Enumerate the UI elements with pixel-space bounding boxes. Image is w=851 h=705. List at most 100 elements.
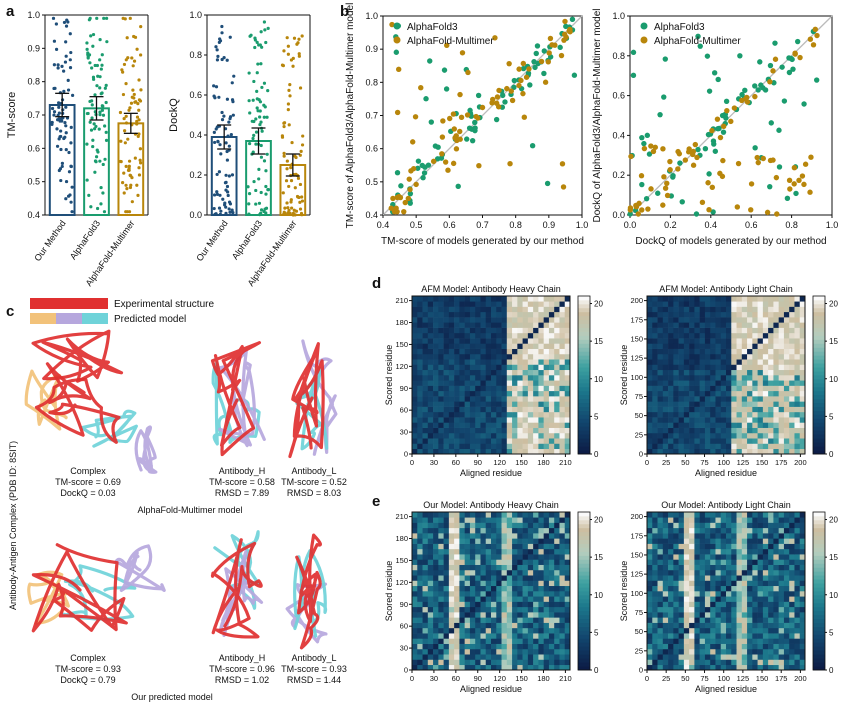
heatmap-cell	[657, 443, 664, 450]
multimer-point	[490, 96, 496, 103]
heatmap-cell	[564, 522, 571, 529]
heatmap-cell	[485, 633, 492, 639]
heatmap-cell	[752, 643, 758, 650]
heatmap-cell	[491, 338, 497, 344]
heatmap-cell	[762, 427, 769, 434]
heatmap-cell	[412, 606, 418, 613]
heatmap-cell	[533, 643, 539, 650]
heatmap-cell	[773, 538, 779, 544]
heatmap-cell	[433, 311, 439, 318]
heatmap-cell	[799, 580, 806, 587]
heatmap-cell	[778, 543, 785, 550]
heatmap-cell	[512, 643, 518, 650]
heatmap-cell	[668, 311, 674, 318]
heatmap-cell	[710, 417, 716, 423]
data-point	[68, 32, 72, 36]
heatmap-cell	[491, 564, 497, 571]
heatmap-cell	[443, 538, 450, 544]
heatmap-cell	[475, 538, 481, 544]
heatmap-cell	[715, 443, 722, 450]
heatmap-cell	[731, 353, 737, 360]
heatmap-cell	[527, 375, 534, 381]
heatmap-cell	[443, 522, 450, 529]
heatmap-cell	[517, 406, 523, 413]
row1-antibody-h-name: Antibody_H	[219, 466, 266, 476]
data-point	[258, 213, 262, 217]
heatmap-cell	[459, 543, 465, 550]
data-point	[58, 119, 62, 123]
heatmap-cell	[564, 338, 571, 344]
heatmap-cell	[469, 322, 476, 328]
heatmap-cell	[464, 517, 471, 523]
af3-point	[710, 209, 716, 215]
data-point	[298, 207, 303, 211]
heatmap-cell	[657, 427, 664, 434]
heatmap-cell	[454, 517, 460, 523]
heatmap-cell	[491, 411, 497, 418]
heatmap-cell	[720, 512, 727, 518]
heatmap-cell	[762, 533, 769, 539]
heatmap-cell	[501, 427, 508, 434]
heatmap-cell	[533, 596, 539, 602]
heatmap-cell	[485, 512, 492, 518]
heatmap-cell	[459, 554, 465, 560]
heatmap-cell	[412, 380, 418, 386]
heatmap-cell	[668, 375, 674, 381]
heatmap-cell	[720, 522, 727, 529]
heatmap-cell	[720, 432, 727, 439]
heatmap-cell	[522, 648, 529, 655]
heatmap-cell	[689, 380, 695, 386]
af3-point	[670, 174, 676, 180]
heatmap-cell	[438, 322, 444, 328]
heatmap-cell	[752, 401, 758, 407]
heatmap-cell	[647, 664, 653, 671]
heatmap-cell	[485, 538, 492, 544]
heatmap-cell	[469, 359, 476, 365]
heatmap-cell	[778, 332, 785, 339]
heatmap-cell	[427, 401, 434, 407]
heatmap-cell	[443, 317, 450, 323]
heatmap-cell	[715, 438, 722, 444]
heatmap-cell	[427, 306, 434, 313]
heatmap-cell	[564, 311, 571, 318]
heatmap-cell	[564, 559, 571, 565]
heatmap-cell	[726, 596, 732, 602]
heatmap-cell	[789, 522, 795, 529]
heatmap-cell	[799, 322, 806, 328]
heatmap-cell	[480, 543, 487, 550]
row2-complex-experimental-ribbon	[31, 543, 128, 633]
heatmap-cell	[417, 559, 423, 565]
heatmap-cell	[678, 380, 685, 386]
heatmap-cell	[448, 317, 455, 323]
heatmap-cell	[538, 512, 544, 518]
heatmap-cell	[469, 564, 476, 571]
af3-point	[499, 92, 506, 99]
heatmap-cell	[448, 654, 455, 660]
heatmap-cell	[512, 364, 518, 371]
heatmap-cell	[459, 301, 465, 307]
heatmap-cell	[689, 612, 695, 618]
heatmap-cell	[427, 427, 434, 434]
heatmap-cell	[538, 332, 544, 339]
heatmap-cell	[731, 301, 737, 307]
data-point	[136, 134, 140, 138]
heatmap-cell	[438, 327, 444, 334]
heatmap-cell	[757, 638, 764, 644]
heatmap-cell	[506, 306, 513, 313]
heatmap-cell	[527, 438, 534, 444]
heatmap-cell	[480, 359, 487, 365]
heatmap-cell	[454, 338, 460, 344]
heatmap-cell	[469, 327, 476, 334]
heatmap-cell	[422, 411, 429, 418]
heatmap-cell	[778, 438, 785, 444]
heatmap-cell	[689, 385, 695, 392]
colorbar-tick-label: 5	[829, 628, 834, 637]
heatmap-cell	[694, 601, 700, 608]
heatmap-cell	[789, 448, 795, 455]
heatmap-cell	[694, 664, 700, 671]
heatmap-cell	[683, 417, 690, 423]
heatmap-cell	[427, 438, 434, 444]
heatmap-cell	[694, 538, 700, 544]
af3-point	[502, 99, 508, 105]
